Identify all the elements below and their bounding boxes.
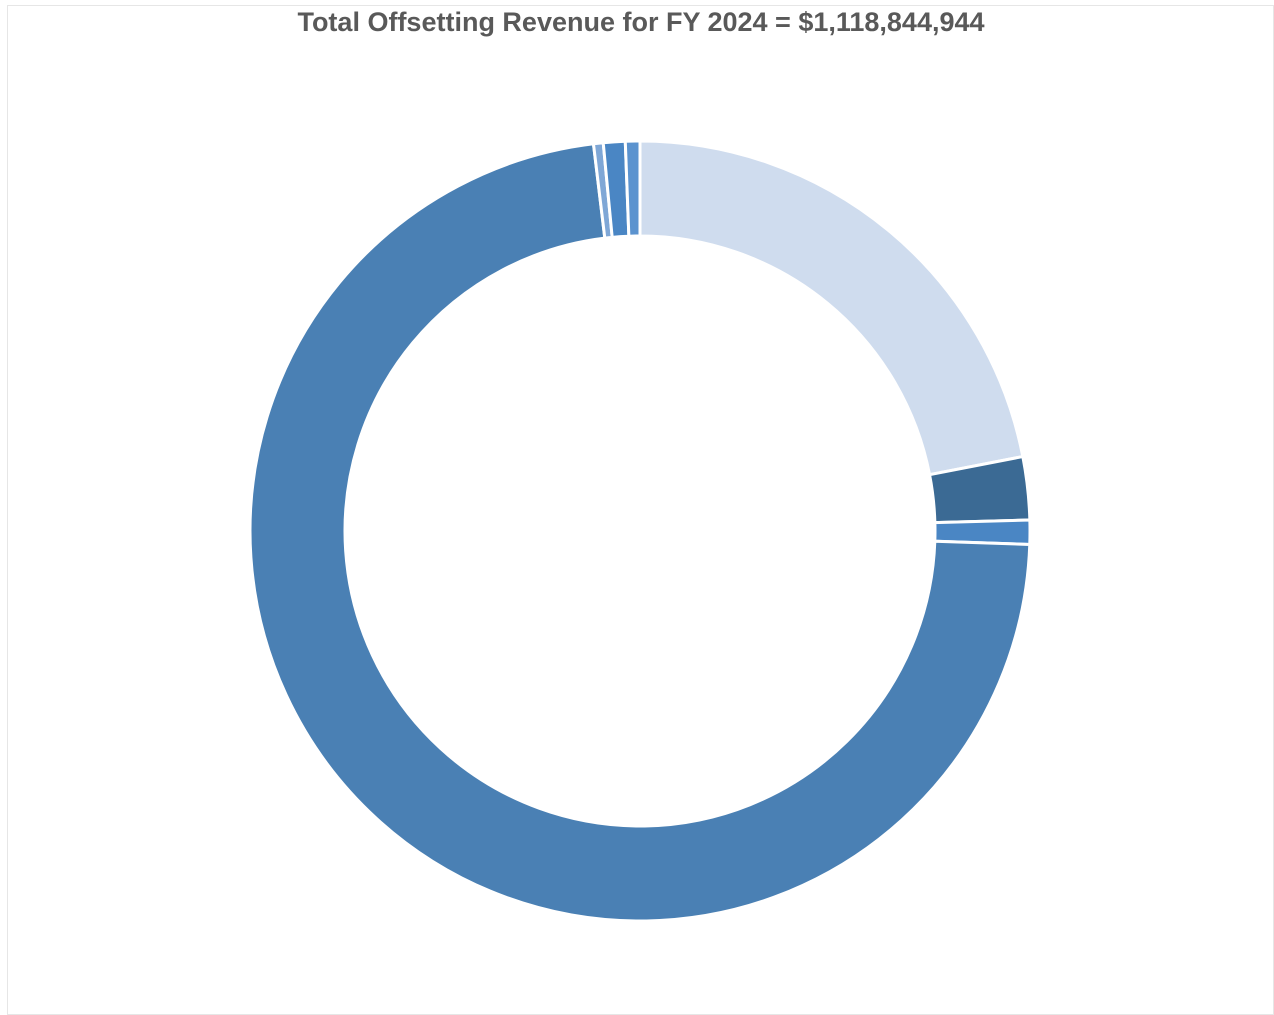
- chart-title: Total Offsetting Revenue for FY 2024 = $…: [297, 7, 984, 37]
- donut-segment: [638, 139, 1025, 477]
- donut-segment: [623, 139, 642, 238]
- donut-segment: [248, 142, 1032, 923]
